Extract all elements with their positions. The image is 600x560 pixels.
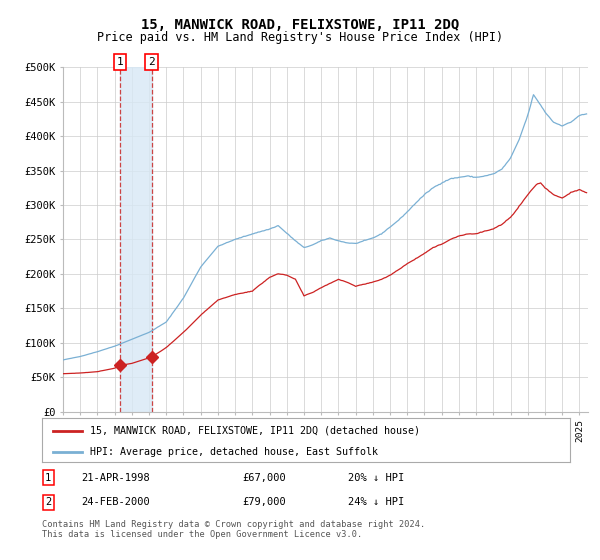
Text: 20% ↓ HPI: 20% ↓ HPI bbox=[348, 473, 404, 483]
Text: £79,000: £79,000 bbox=[242, 497, 286, 507]
Text: 2: 2 bbox=[45, 497, 52, 507]
Text: 24% ↓ HPI: 24% ↓ HPI bbox=[348, 497, 404, 507]
Text: HPI: Average price, detached house, East Suffolk: HPI: Average price, detached house, East… bbox=[89, 447, 377, 458]
Text: 15, MANWICK ROAD, FELIXSTOWE, IP11 2DQ (detached house): 15, MANWICK ROAD, FELIXSTOWE, IP11 2DQ (… bbox=[89, 426, 419, 436]
Text: £67,000: £67,000 bbox=[242, 473, 286, 483]
Text: 24-FEB-2000: 24-FEB-2000 bbox=[82, 497, 151, 507]
Text: 1: 1 bbox=[45, 473, 52, 483]
Text: Contains HM Land Registry data © Crown copyright and database right 2024.
This d: Contains HM Land Registry data © Crown c… bbox=[42, 520, 425, 539]
Text: 15, MANWICK ROAD, FELIXSTOWE, IP11 2DQ: 15, MANWICK ROAD, FELIXSTOWE, IP11 2DQ bbox=[141, 18, 459, 32]
Text: 21-APR-1998: 21-APR-1998 bbox=[82, 473, 151, 483]
Text: 2: 2 bbox=[148, 57, 155, 67]
Bar bbox=[120, 67, 152, 412]
Text: Price paid vs. HM Land Registry's House Price Index (HPI): Price paid vs. HM Land Registry's House … bbox=[97, 31, 503, 44]
Text: 1: 1 bbox=[116, 57, 124, 67]
